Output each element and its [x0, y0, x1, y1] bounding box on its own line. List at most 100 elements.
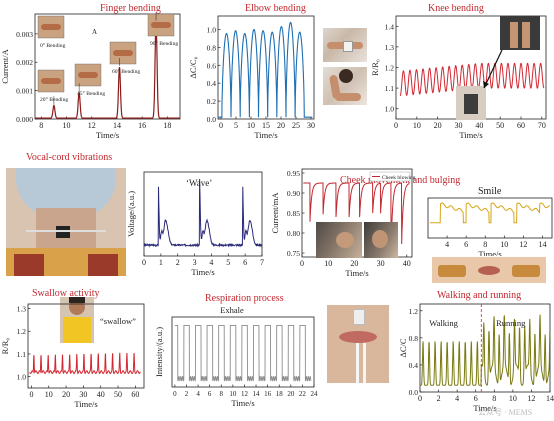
knee-leg-left [510, 22, 518, 48]
swallow-photo [60, 297, 94, 343]
cheek-xlabel: Time/s [345, 268, 368, 278]
cheek-xtick-label: 30 [377, 259, 385, 268]
finger-ytick-label: 0.000 [16, 115, 33, 124]
respiration-photo [327, 305, 389, 383]
walking-xtick-label: 10 [509, 394, 517, 403]
finger-frame [34, 13, 181, 120]
vocal-xtick-label: 3 [193, 258, 197, 267]
walking-xtick-label: 12 [527, 394, 535, 403]
smile-xtick-label: 14 [538, 240, 546, 249]
elbow-xtick-label: 30 [307, 121, 315, 130]
walking-xtick-label: 0 [418, 394, 422, 403]
knee-ytick-label: 1.0 [385, 105, 395, 114]
swallow-ytick-label: 1.2 [17, 327, 27, 336]
elbow-xlabel: Time/s [254, 130, 277, 140]
respiration-xtick-label: 14 [253, 390, 261, 398]
elbow-ytick-label: 0.6 [207, 61, 217, 70]
respiration-xtick-label: 24 [311, 390, 319, 398]
walking-label: Walking [429, 318, 458, 328]
finger-xtick-label: 8 [39, 121, 43, 130]
swallow-xtick-label: 50 [114, 390, 122, 399]
swallow-xtick-label: 60 [131, 390, 139, 399]
finger-xtick-label: 18 [163, 121, 171, 130]
smile-xtick-label: 6 [464, 240, 468, 249]
swallow-ytick-label: 1.0 [17, 373, 27, 382]
knee-ytick-label: 1.3 [385, 43, 395, 52]
smile-xtick-label: 12 [519, 240, 527, 249]
finger-xtick-label: 10 [63, 121, 71, 130]
knee-arrow [483, 49, 503, 89]
walking-chart: 0 2 4 6 8 10 12 14 0.0 0.4 0.8 1.2 Time/s ΔC/C Walking… [398, 303, 554, 417]
finger-annotation: 20° Bending [40, 96, 68, 103]
knee-xtick-label: 10 [413, 121, 421, 130]
walking-ytick-label: 0.4 [409, 361, 419, 370]
elbow-xtick-label: 25 [292, 121, 300, 130]
walking-xtick-label: 4 [455, 394, 459, 403]
respiration-subtitle: Exhale [220, 305, 244, 315]
cheek-photo-1 [316, 222, 362, 258]
swallow-frame [27, 303, 145, 389]
respiration-xtick-label: 16 [264, 390, 272, 398]
walking-ylabel: ΔC/C [398, 338, 408, 357]
swallow-ytick-label: 1.1 [17, 350, 27, 359]
vocal-xtick-label: 2 [176, 258, 180, 267]
cheek-ytick-label: 0.85 [287, 209, 300, 218]
elbow-series-line [218, 21, 313, 118]
respiration-xlabel: Time/s [231, 398, 254, 408]
finger-title: Finger bending [100, 3, 161, 14]
swallow-xtick-label: 0 [29, 390, 33, 399]
cheek-ytick-label: 0.80 [287, 229, 300, 238]
finger-xtick-label: 14 [113, 121, 121, 130]
smile-xtick-label: 8 [483, 240, 487, 249]
vocal-photo [6, 168, 126, 276]
elbow-xtick-label: 20 [277, 121, 285, 130]
walking-series-line [420, 314, 551, 386]
finger-inset-finger [78, 72, 98, 78]
elbow-xtick-label: 5 [234, 121, 238, 130]
elbow-photo-straight [323, 28, 367, 62]
knee-seated-figure [464, 94, 478, 114]
knee-ytick-label: 1.1 [385, 84, 395, 93]
elbow-ytick-label: 1.0 [207, 25, 217, 34]
smile-xlabel: Time/s [478, 249, 501, 256]
smile-chart: 4 6 8 10 12 14 Time/s [427, 197, 553, 256]
knee-chart: 0 10 20 30 40 50 60 70 1.0 1.1 1.2 1.3 1.4 Time/s R/R₀ [372, 15, 547, 140]
elbow-ylabel: ΔC/C₀ [190, 56, 198, 78]
knee-xtick-label: 40 [475, 121, 483, 130]
walking-ytick-label: 1.2 [409, 307, 419, 316]
knee-xtick-label: 60 [517, 121, 525, 130]
swallow-xtick-label: 10 [45, 390, 53, 399]
smile-xtick-label: 4 [445, 240, 449, 249]
elbow-photo-bent [323, 67, 367, 105]
knee-ytick-label: 1.4 [385, 22, 395, 31]
elbow-ytick-label: 0.4 [207, 79, 217, 88]
finger-ytick-label: 0.003 [16, 30, 33, 39]
swallow-ylabel: R/R₀ [0, 338, 10, 355]
cheek-chart: 0 10 20 30 40 0.75 0.80 0.85 0.90 0.95 Time/s Curre… [272, 168, 416, 278]
respiration-frame [171, 316, 315, 388]
respiration-xtick-label: 18 [276, 390, 284, 398]
cheek-xtick-label: 20 [350, 259, 358, 268]
respiration-title: Respiration process [205, 293, 284, 304]
swallow-xtick-label: 30 [79, 390, 87, 399]
elbow-title: Elbow bending [245, 3, 306, 14]
knee-xtick-label: 0 [394, 121, 398, 130]
knee-xtick-label: 30 [455, 121, 463, 130]
respiration-xtick-label: 12 [241, 390, 249, 398]
finger-ylabel: Current/A [0, 48, 10, 83]
vocal-xtick-label: 5 [226, 258, 230, 267]
finger-ytick-label: 0.002 [16, 58, 33, 67]
respiration-series-line [174, 324, 312, 382]
finger-ytick-label: 0.001 [16, 87, 33, 96]
knee-xtick-label: 70 [538, 121, 546, 130]
respiration-chart: 0 2 4 6 8 10 12 14 16 18 20 22 24Time/sIntensity/(a.… [154, 305, 319, 408]
elbow-ytick-label: 0.2 [207, 97, 217, 106]
cheek-legend-box [369, 171, 411, 182]
finger-inset-finger [113, 50, 133, 56]
smile-photo [432, 257, 546, 283]
cheek-ytick-label: 0.95 [287, 169, 300, 178]
finger-panel-letter: A [92, 28, 97, 36]
finger-inset-finger [151, 22, 171, 28]
vocal-annotation: ‘Wave’ [186, 178, 212, 188]
cheek-legend-label: Cheek blowing [382, 175, 416, 181]
